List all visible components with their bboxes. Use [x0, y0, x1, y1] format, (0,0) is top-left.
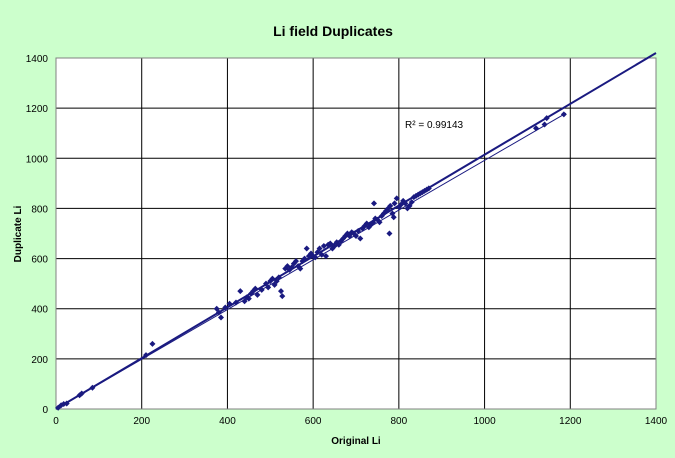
data-point [222, 304, 229, 311]
data-point [402, 200, 409, 207]
x-tick-label: 0 [53, 416, 59, 427]
y-tick-label: 0 [42, 405, 48, 416]
data-point [425, 185, 432, 192]
r-squared-annotation: R² = 0.99143 [405, 120, 464, 131]
data-point [233, 299, 239, 306]
y-tick-label: 600 [31, 255, 48, 266]
data-point [393, 195, 400, 202]
gridlines [55, 57, 657, 410]
data-point [357, 235, 364, 242]
x-tick-label: 600 [305, 416, 322, 427]
data-point [297, 265, 304, 272]
data-point [301, 255, 308, 262]
data-point [269, 275, 276, 282]
y-tick-label: 1400 [26, 54, 49, 65]
data-point [533, 125, 539, 132]
data-point [58, 402, 65, 409]
data-point [305, 253, 312, 260]
data-point [560, 111, 567, 118]
data-point [278, 288, 284, 295]
data-point [355, 227, 362, 234]
data-point [218, 314, 224, 321]
y-tick-label: 800 [31, 204, 48, 215]
x-tick-label: 800 [391, 416, 408, 427]
data-point [386, 230, 393, 237]
y-tick-label: 200 [31, 355, 48, 366]
data-point [323, 253, 329, 260]
data-point [226, 300, 233, 307]
data-point [327, 240, 334, 247]
y-axis-label: Duplicate Li [13, 205, 24, 262]
data-point [353, 233, 359, 240]
data-point [237, 288, 244, 295]
data-point [245, 295, 252, 302]
data-point [371, 200, 377, 207]
data-point [265, 284, 272, 291]
data-point [387, 202, 394, 209]
x-tick-label: 400 [219, 416, 236, 427]
y-tick-label: 400 [31, 305, 48, 316]
data-point [279, 293, 286, 300]
data-point [215, 309, 222, 316]
data-point [390, 214, 397, 221]
data-point [376, 219, 383, 226]
data-points [55, 111, 567, 411]
data-point [89, 384, 96, 391]
x-axis-ticks: 0 200 400 600 800 1000 1200 1400 [53, 416, 667, 427]
data-point [408, 199, 415, 206]
data-point [293, 258, 299, 265]
x-tick-label: 1000 [473, 416, 496, 427]
data-point [543, 115, 550, 122]
x-tick-label: 1400 [645, 416, 668, 427]
x-tick-label: 200 [133, 416, 150, 427]
data-point [254, 291, 261, 298]
data-point [320, 243, 327, 250]
data-point [391, 200, 398, 207]
y-axis-ticks: 0 200 400 600 800 1000 1200 1400 [26, 54, 49, 416]
data-point [78, 390, 85, 397]
data-point [312, 254, 319, 261]
data-point [258, 286, 265, 293]
y-tick-label: 1000 [26, 154, 49, 165]
data-point [149, 340, 156, 347]
trend-line [55, 112, 567, 410]
data-point [252, 285, 259, 292]
plot-border [55, 57, 657, 410]
x-axis-label: Original Li [331, 436, 381, 447]
y-tick-label: 1200 [26, 104, 49, 115]
data-point [316, 245, 323, 252]
data-point [318, 251, 325, 258]
data-point [63, 400, 70, 407]
data-point [143, 352, 149, 359]
data-point [303, 245, 310, 252]
data-point [541, 121, 548, 128]
chart-title: Li field Duplicates [273, 23, 393, 39]
x-tick-label: 1200 [559, 416, 582, 427]
data-point [275, 274, 282, 281]
